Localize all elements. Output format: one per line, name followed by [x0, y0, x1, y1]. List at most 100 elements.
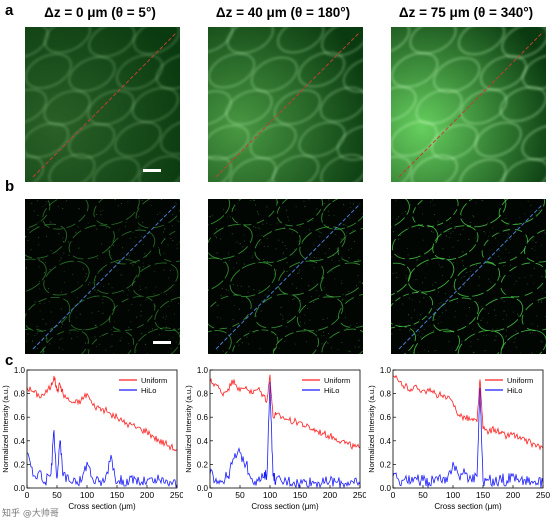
- cell-edge: [25, 296, 71, 332]
- noise-dot: [145, 255, 147, 257]
- noise-dot: [261, 235, 263, 237]
- noise-dot: [315, 257, 317, 259]
- noise-dot: [401, 212, 403, 214]
- noise-dot: [297, 272, 299, 274]
- noise-dot: [142, 244, 144, 246]
- cell-outline: [298, 51, 346, 88]
- intensity-plot-1: 0 50 100 150 200 250 0.0 0.2 0.4 0.6 0.8 1.0 Cross s…: [0, 362, 183, 520]
- noise-dot: [432, 199, 434, 201]
- noise-dot: [473, 352, 475, 354]
- y-tick-label: 0.4: [197, 437, 209, 446]
- noise-dot: [346, 327, 348, 329]
- noise-dot: [231, 208, 233, 210]
- noise-dot: [407, 254, 409, 256]
- noise-dot: [137, 221, 139, 223]
- cell-outline: [68, 123, 116, 159]
- cell-edge: [453, 262, 501, 297]
- noise-dot: [519, 352, 521, 354]
- x-tick-label: 0: [25, 490, 30, 500]
- noise-dot: [165, 315, 167, 317]
- cell-outline: [208, 90, 232, 126]
- noise-dot: [405, 278, 407, 280]
- noise-dot: [162, 231, 164, 233]
- noise-dot: [515, 223, 517, 225]
- noise-dot: [524, 213, 526, 215]
- noise-dot: [208, 215, 210, 217]
- noise-dot: [328, 214, 330, 216]
- noise-dot: [533, 267, 535, 269]
- noise-dot: [284, 340, 286, 342]
- noise-dot: [141, 268, 143, 270]
- noise-dot: [101, 269, 103, 271]
- noise-dot: [44, 262, 46, 264]
- noise-dot: [242, 246, 244, 248]
- x-tick-label: 100: [80, 490, 94, 500]
- y-tick-label: 0.0: [14, 484, 26, 493]
- noise-dot: [514, 337, 516, 339]
- noise-dot: [398, 216, 400, 218]
- cell-outline: [391, 86, 417, 122]
- noise-dot: [417, 334, 419, 336]
- legend-label: Uniform: [324, 376, 350, 385]
- noise-dot: [540, 244, 542, 246]
- y-tick-label: 0.2: [380, 460, 392, 469]
- noise-dot: [343, 223, 345, 225]
- noise-dot: [62, 237, 64, 239]
- intensity-plot-2: 0 50 100 150 200 250 0.0 0.2 0.4 0.6 0.8 1.0 Cross s…: [183, 362, 366, 520]
- noise-dot: [483, 231, 485, 233]
- noise-dot: [324, 252, 326, 254]
- noise-dot: [501, 298, 503, 300]
- x-axis-label: Cross section (μm): [251, 502, 319, 511]
- x-tick-label: 50: [418, 490, 428, 500]
- noise-dot: [27, 240, 29, 242]
- noise-dot: [76, 336, 78, 338]
- noise-dot: [100, 210, 102, 212]
- noise-dot: [26, 340, 28, 342]
- noise-dot: [79, 313, 81, 315]
- noise-dot: [220, 317, 222, 319]
- noise-dot: [313, 244, 315, 246]
- noise-dot: [494, 339, 496, 341]
- noise-dot: [341, 299, 343, 301]
- noise-dot: [470, 222, 472, 224]
- noise-dot: [346, 232, 348, 234]
- widefield-background: [208, 27, 363, 182]
- noise-dot: [349, 217, 351, 219]
- noise-dot: [240, 285, 242, 287]
- noise-dot: [532, 239, 534, 241]
- cell-edge: [42, 199, 89, 230]
- noise-dot: [138, 260, 140, 262]
- noise-dot: [143, 266, 145, 268]
- noise-dot: [438, 303, 440, 305]
- noise-dot: [216, 237, 218, 239]
- noise-dot: [61, 323, 63, 325]
- noise-dot: [260, 310, 262, 312]
- cell-outline: [391, 120, 438, 157]
- noise-dot: [433, 204, 435, 206]
- noise-dot: [123, 291, 125, 293]
- hilo-image-2: [208, 199, 363, 354]
- noise-dot: [261, 241, 263, 243]
- y-tick-label: 1.0: [380, 366, 392, 375]
- noise-dot: [102, 302, 104, 304]
- noise-dot: [352, 229, 354, 231]
- noise-dot: [534, 249, 536, 251]
- noise-dot: [301, 277, 303, 279]
- cell-edge: [413, 329, 460, 354]
- noise-dot: [359, 281, 361, 283]
- noise-dot: [277, 201, 279, 203]
- noise-dot: [440, 231, 442, 233]
- noise-dot: [441, 275, 443, 277]
- noise-dot: [468, 276, 470, 278]
- noise-dot: [540, 300, 542, 302]
- noise-dot: [234, 208, 236, 210]
- noise-dot: [37, 236, 39, 238]
- noise-dot: [165, 326, 167, 328]
- noise-dot: [247, 343, 249, 345]
- noise-dot: [63, 282, 65, 284]
- noise-dot: [461, 214, 463, 216]
- noise-dot: [284, 245, 286, 247]
- noise-dot: [69, 332, 71, 334]
- cell-outline: [521, 54, 546, 90]
- noise-dot: [96, 291, 98, 293]
